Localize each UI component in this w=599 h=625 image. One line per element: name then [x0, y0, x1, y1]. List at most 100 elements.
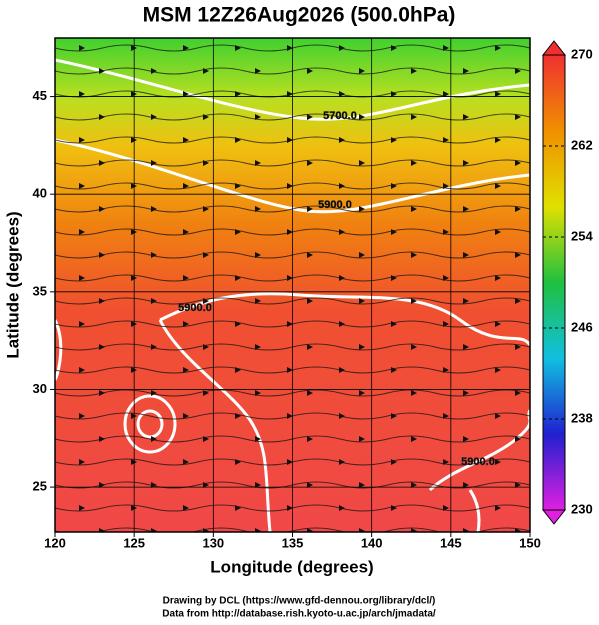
arrow-head	[307, 114, 313, 120]
arrow-head	[183, 229, 189, 235]
arrow-head	[235, 45, 241, 51]
arrow-head	[287, 413, 293, 419]
arrow-head	[339, 91, 345, 97]
arrow-head	[183, 413, 189, 419]
arrow-head	[411, 390, 417, 396]
arrow-head	[151, 482, 157, 488]
arrow-head	[99, 436, 105, 442]
arrow-head	[151, 528, 157, 532]
arrow-head	[255, 390, 261, 396]
arrow-head	[99, 206, 105, 212]
arrow-head	[99, 68, 105, 74]
arrow-head	[203, 252, 209, 258]
arrow-head	[411, 436, 417, 442]
arrow-head	[495, 321, 501, 327]
arrow-head	[359, 252, 365, 258]
arrow-head	[443, 413, 449, 419]
arrow-head	[495, 459, 501, 465]
arrow-head	[151, 298, 157, 304]
arrow-head	[339, 505, 345, 511]
arrow-head	[183, 137, 189, 143]
arrow-head	[515, 68, 521, 74]
arrow-head	[307, 252, 313, 258]
colorbar-tick-label: 254	[571, 228, 593, 243]
arrow-head	[307, 528, 313, 532]
arrow-head	[391, 229, 397, 235]
arrow-head	[151, 68, 157, 74]
x-tick-label: 135	[282, 535, 304, 550]
arrow-head	[495, 183, 501, 189]
chart-title: MSM 12Z26Aug2026 (500.0hPa)	[143, 4, 456, 27]
arrow-head	[307, 160, 313, 166]
arrow-head	[79, 275, 85, 281]
arrow-head	[443, 275, 449, 281]
arrow-head	[411, 68, 417, 74]
arrow-head	[255, 252, 261, 258]
arrow-head	[287, 321, 293, 327]
arrow-head	[463, 390, 469, 396]
x-tick-label: 140	[361, 535, 383, 550]
arrow-head	[203, 206, 209, 212]
arrow-head	[443, 137, 449, 143]
y-tick-label: 35	[33, 283, 47, 298]
arrow-head	[151, 344, 157, 350]
arrow-head	[79, 229, 85, 235]
colorbar-tick-label: 270	[571, 46, 593, 61]
arrow-head	[151, 436, 157, 442]
y-tick-label: 45	[33, 88, 47, 103]
arrow-head	[359, 298, 365, 304]
arrow-head	[151, 114, 157, 120]
arrow-head	[255, 298, 261, 304]
arrow-head	[443, 505, 449, 511]
arrow-head	[287, 367, 293, 373]
arrow-head	[443, 183, 449, 189]
arrow-head	[235, 183, 241, 189]
arrow-head	[411, 114, 417, 120]
arrow-head	[411, 252, 417, 258]
arrow-head	[307, 436, 313, 442]
colorbar-tick-label: 238	[571, 410, 593, 425]
arrow-head	[359, 160, 365, 166]
arrow-head	[495, 45, 501, 51]
arrow-head	[307, 68, 313, 74]
arrow-head	[391, 275, 397, 281]
arrow-head	[307, 206, 313, 212]
arrow-head	[287, 45, 293, 51]
arrow-head	[235, 321, 241, 327]
y-tick-label: 40	[33, 186, 47, 201]
arrow-head	[203, 68, 209, 74]
arrow-head	[307, 482, 313, 488]
arrow-head	[359, 436, 365, 442]
arrow-head	[391, 91, 397, 97]
arrow-head	[255, 114, 261, 120]
arrow-head	[515, 160, 521, 166]
arrow-head	[411, 482, 417, 488]
arrow-head	[255, 528, 261, 532]
arrow-head	[235, 505, 241, 511]
arrow-head	[411, 298, 417, 304]
arrow-head	[391, 367, 397, 373]
arrow-head	[411, 160, 417, 166]
arrow-head	[359, 390, 365, 396]
colorbar	[542, 54, 566, 511]
arrow-head	[203, 344, 209, 350]
arrow-head	[79, 459, 85, 465]
colorbar-tick-label: 246	[571, 319, 593, 334]
arrow-head	[339, 367, 345, 373]
arrow-head	[235, 229, 241, 235]
arrow-head	[359, 482, 365, 488]
arrow-head	[443, 45, 449, 51]
arrow-head	[79, 137, 85, 143]
x-tick-label: 130	[202, 535, 224, 550]
arrow-head	[183, 505, 189, 511]
credit: Drawing by DCL (https://www.gfd-dennou.o…	[163, 596, 436, 607]
arrow-head	[339, 45, 345, 51]
credit: Data from http://database.rish.kyoto-u.a…	[162, 609, 436, 620]
arrow-head	[391, 137, 397, 143]
arrow-head	[359, 114, 365, 120]
arrow-head	[287, 183, 293, 189]
arrow-head	[463, 436, 469, 442]
arrow-head	[495, 505, 501, 511]
contour	[55, 58, 530, 121]
